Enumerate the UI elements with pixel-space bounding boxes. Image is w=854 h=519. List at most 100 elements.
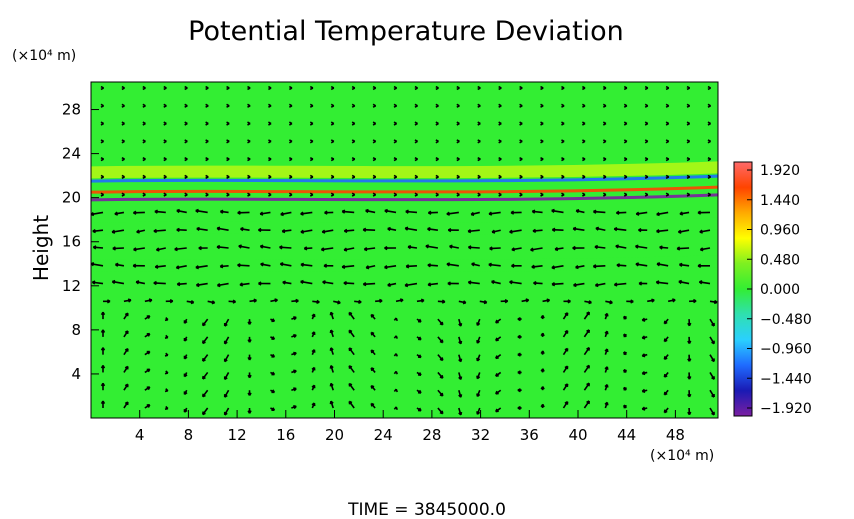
wind-arrow-head — [586, 329, 591, 333]
wind-arrow-head — [155, 247, 160, 252]
field-band — [91, 161, 718, 179]
wind-arrow-head — [498, 156, 502, 162]
wind-arrow-head — [142, 174, 146, 180]
wind-arrow-head — [370, 367, 375, 372]
wind-arrow-head — [330, 103, 335, 108]
wind-arrow-head — [372, 85, 377, 91]
wind-arrow-head — [613, 226, 618, 232]
wind-arrow-head — [711, 376, 715, 380]
wind-arrow-head — [183, 338, 188, 342]
wind-arrow-head — [351, 103, 356, 108]
wind-arrow-head — [477, 174, 481, 180]
x-tick-label: 44 — [617, 426, 636, 444]
wind-arrow — [405, 227, 418, 232]
wind-arrow-head — [623, 174, 628, 180]
wind-arrow-head — [476, 340, 481, 344]
wind-arrow — [153, 229, 166, 232]
wind-arrow-head — [311, 384, 316, 389]
wind-arrow-head — [439, 339, 444, 344]
wind-arrow — [322, 229, 334, 233]
wind-arrow-head — [133, 210, 137, 215]
wind-arrow-head — [414, 192, 418, 197]
wind-arrow-head — [554, 246, 559, 252]
wind-arrow-head — [707, 103, 711, 108]
wind-arrow — [111, 229, 125, 233]
wind-arrow-head — [414, 85, 418, 91]
wind-arrow-head — [348, 365, 353, 369]
wind-arrow-head — [146, 350, 151, 355]
wind-arrow-head — [268, 192, 272, 197]
wind-arrow-head — [707, 192, 711, 197]
wind-arrow-head — [586, 382, 591, 387]
wind-arrow — [427, 228, 439, 232]
wind-arrow — [322, 281, 334, 285]
wind-arrow — [91, 263, 104, 267]
wind-arrow-head — [517, 388, 521, 393]
wind-arrow-head — [111, 279, 116, 285]
wind-arrow-head — [707, 174, 711, 180]
wind-arrow-head — [609, 300, 613, 305]
wind-arrow — [656, 263, 669, 267]
x-tick-label: 12 — [228, 426, 247, 444]
wind-arrow-head — [393, 406, 398, 411]
wind-arrow-head — [111, 229, 116, 234]
wind-arrow-head — [644, 85, 649, 91]
wind-arrow-head — [471, 262, 475, 267]
wind-arrow-head — [510, 210, 515, 215]
wind-arrow — [635, 263, 648, 267]
wind-arrow-head — [581, 103, 586, 108]
wind-arrow — [195, 264, 208, 269]
wind-arrow-head — [540, 332, 545, 337]
wind-arrow-head — [309, 103, 314, 108]
wind-arrow-head — [573, 282, 577, 288]
wind-arrow-head — [458, 340, 463, 345]
y-tick-label: 24 — [62, 145, 81, 163]
wind-arrow-head — [176, 208, 180, 214]
wind-arrow-head — [384, 265, 388, 270]
wind-arrow-head — [100, 400, 106, 405]
wind-arrow-head — [281, 228, 286, 234]
wind-arrow — [656, 281, 669, 285]
wind-arrow-head — [602, 85, 607, 91]
wind-arrow-head — [164, 317, 169, 322]
wind-arrow-head — [711, 393, 715, 398]
wind-arrow-head — [663, 320, 668, 325]
wind-arrow-head — [511, 247, 516, 252]
wind-arrow-head — [288, 192, 293, 197]
time-label: TIME = 3845000.0 — [347, 500, 506, 519]
wind-arrow — [468, 281, 480, 285]
wind-arrow-head — [311, 366, 316, 371]
wind-arrow-head — [498, 121, 502, 126]
wind-arrow — [176, 264, 187, 269]
wind-arrow-head — [679, 211, 684, 216]
wind-arrow-head — [687, 322, 692, 327]
wind-arrow — [406, 264, 418, 268]
wind-arrow-head — [219, 264, 224, 269]
wind-arrow-head — [447, 281, 451, 286]
wind-arrow-head — [467, 245, 472, 250]
wind-arrow-head — [663, 356, 668, 360]
wind-arrow-head — [223, 411, 228, 416]
wind-arrow-head — [124, 330, 129, 334]
wind-arrow — [237, 264, 250, 267]
wind-arrow-head — [124, 312, 129, 317]
wind-arrow-head — [300, 211, 304, 216]
wind-arrow-head — [616, 263, 621, 268]
wind-arrow — [614, 282, 627, 286]
wind-arrow-head — [439, 392, 444, 397]
wind-arrow-head — [363, 246, 368, 252]
wind-arrow — [195, 209, 208, 214]
wind-arrow-head — [372, 192, 377, 197]
wind-arrow — [133, 247, 145, 251]
wind-arrow-head — [435, 192, 439, 197]
wind-arrow-head — [91, 280, 96, 285]
wind-arrow-head — [183, 320, 188, 324]
wind-arrow-head — [456, 192, 460, 197]
wind-arrow — [636, 211, 648, 215]
wind-arrow-head — [678, 279, 682, 285]
y-axis-label: Height — [29, 215, 53, 281]
wind-arrow-head — [174, 247, 178, 252]
wind-arrow — [489, 247, 501, 250]
wind-arrow-head — [540, 403, 545, 408]
